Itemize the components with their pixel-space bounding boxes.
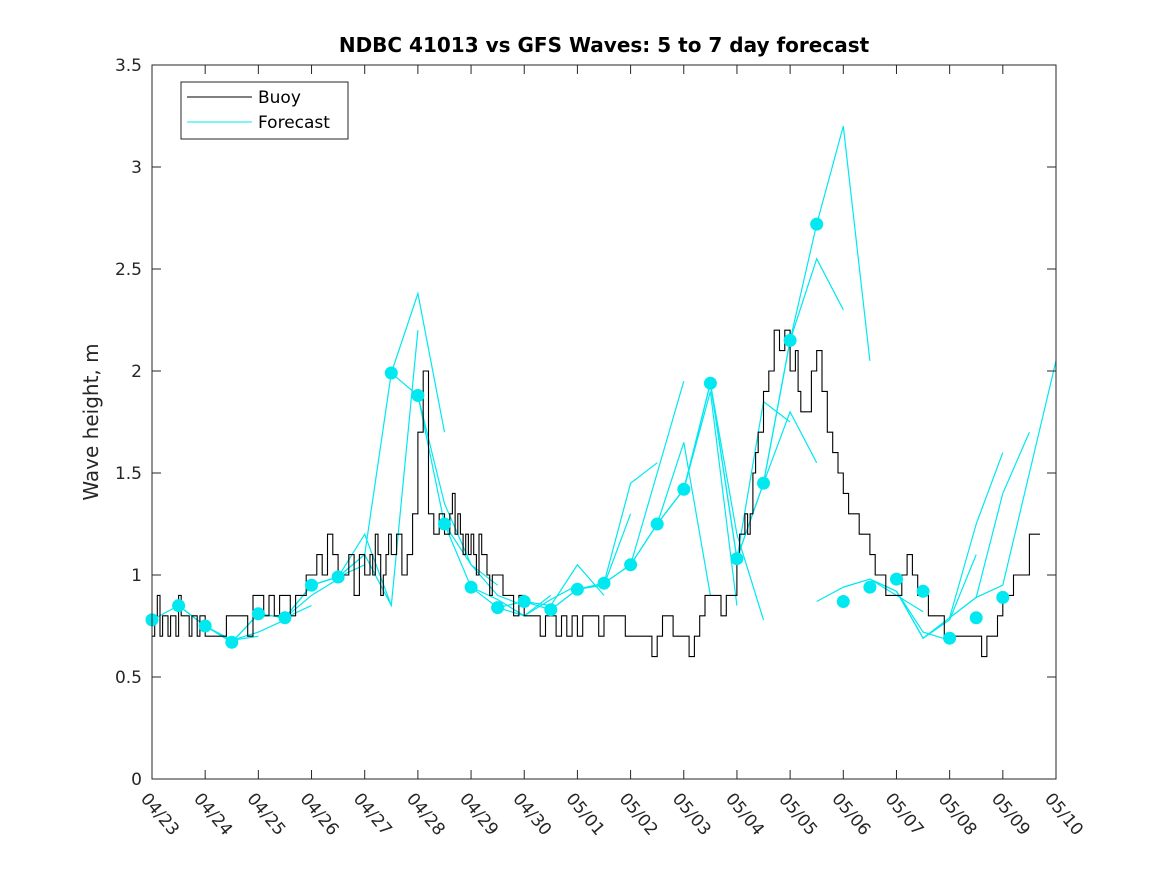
legend: Buoy Forecast [180,81,349,140]
forecast-run-line [949,360,1057,619]
x-tick-label: 05/08 [934,789,981,839]
x-tick-label: 04/25 [243,789,290,839]
forecast-marker [597,576,611,590]
x-tick-label: 05/10 [1040,789,1087,839]
forecast-marker [251,607,265,621]
forecast-marker [810,217,824,231]
forecast-marker [836,595,850,608]
x-tick-label: 05/01 [562,789,609,839]
x-tick-label: 05/09 [987,789,1034,839]
y-axis-label: Wave height, m [79,343,103,500]
forecast-marker [916,584,930,598]
forecast-marker [969,611,983,625]
forecast-marker [331,570,345,584]
forecast-marker [757,476,770,490]
forecast-marker [544,603,558,617]
legend-buoy-label: Buoy [258,88,301,108]
x-tick-label: 05/07 [881,789,928,839]
forecast-marker [624,558,638,572]
forecast-marker [996,590,1010,604]
forecast-marker [677,482,691,496]
forecast-marker [411,389,425,402]
forecast-run-line [443,523,552,617]
x-tick-label: 04/23 [136,789,183,839]
y-tick-label: 0.5 [115,668,142,688]
x-tick-label: 05/05 [774,789,821,839]
x-tick-label: 04/24 [189,789,236,839]
forecast-marker [438,517,451,531]
x-tick-label: 04/28 [402,789,449,839]
x-tick-label: 04/30 [508,789,555,839]
buoy-series [152,329,1040,658]
x-tick-label: 04/26 [296,789,343,839]
forecast-marker [650,517,664,531]
forecast-marker [305,578,318,592]
chart-title: NDBC 41013 vs GFS Waves: 5 to 7 day fore… [339,33,870,57]
x-tick-label: 05/04 [721,789,768,839]
forecast-marker [172,599,186,613]
x-tick-label: 05/06 [827,789,874,839]
forecast-marker [703,376,717,390]
x-tick-label: 04/29 [455,789,502,839]
plot-frame [151,64,1057,780]
plot-background [152,65,1056,779]
y-tick-label: 3.5 [115,56,142,76]
x-tick-label: 05/03 [668,789,715,839]
y-tick-label: 1 [131,566,142,586]
forecast-marker [783,333,797,347]
forecast-marker [863,580,877,594]
y-tick-label: 0 [131,770,142,790]
legend-forecast-label: Forecast [258,113,330,133]
buoy-line [152,329,1040,658]
forecast-marker [943,631,957,645]
forecast-run-line [417,395,525,607]
forecast-marker [570,582,584,596]
forecast-marker [278,611,292,625]
forecast-marker [890,572,903,586]
y-tick-label: 2 [131,362,142,382]
forecast-marker [225,635,239,649]
forecast-marker [730,552,744,566]
y-tick-label: 1.5 [115,464,142,484]
forecast-marker [198,619,212,633]
forecast-marker [491,601,505,615]
x-tick-label: 04/27 [349,789,396,839]
legend-box [180,81,349,140]
forecast-run-line [390,372,498,586]
y-tick-label: 2.5 [115,260,142,280]
forecast-marker [464,580,478,594]
forecast-marker [517,595,531,608]
x-tick-label: 05/02 [615,789,662,839]
forecast-markers [145,217,1010,649]
forecast-marker [384,366,398,380]
y-axis: 0 0.5 1 1.5 2 2.5 3 3.5 [115,56,1056,790]
y-tick-label: 3 [131,158,142,178]
